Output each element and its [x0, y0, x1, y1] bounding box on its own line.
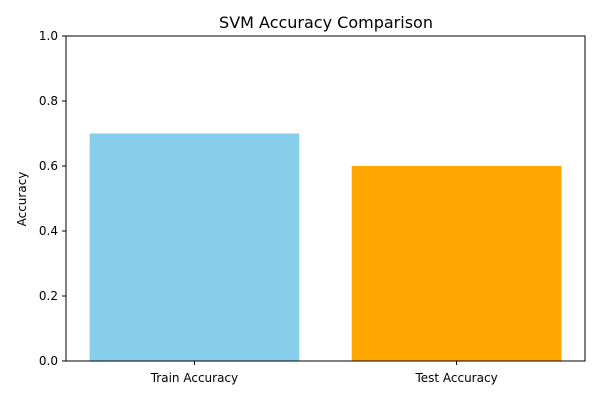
bar-test-accuracy	[351, 166, 562, 361]
bar-train-accuracy	[89, 133, 300, 361]
x-tick-label: Test Accuracy	[414, 371, 497, 385]
bars-group	[89, 133, 562, 361]
y-tick-label: 0.0	[39, 354, 58, 368]
x-tick-label: Train Accuracy	[150, 371, 238, 385]
y-ticks-group: 0.0 0.2 0.4 0.6 0.8 1.0	[39, 29, 66, 368]
chart-title: SVM Accuracy Comparison	[219, 13, 433, 32]
y-tick-label: 0.2	[39, 289, 58, 303]
y-tick-label: 0.4	[39, 224, 58, 238]
y-tick-label: 0.8	[39, 94, 58, 108]
y-tick-label: 1.0	[39, 29, 58, 43]
y-axis-label: Accuracy	[15, 172, 29, 227]
y-tick-label: 0.6	[39, 159, 58, 173]
plot-frame	[65, 35, 586, 362]
x-ticks-group: Train Accuracy Test Accuracy	[150, 361, 498, 385]
